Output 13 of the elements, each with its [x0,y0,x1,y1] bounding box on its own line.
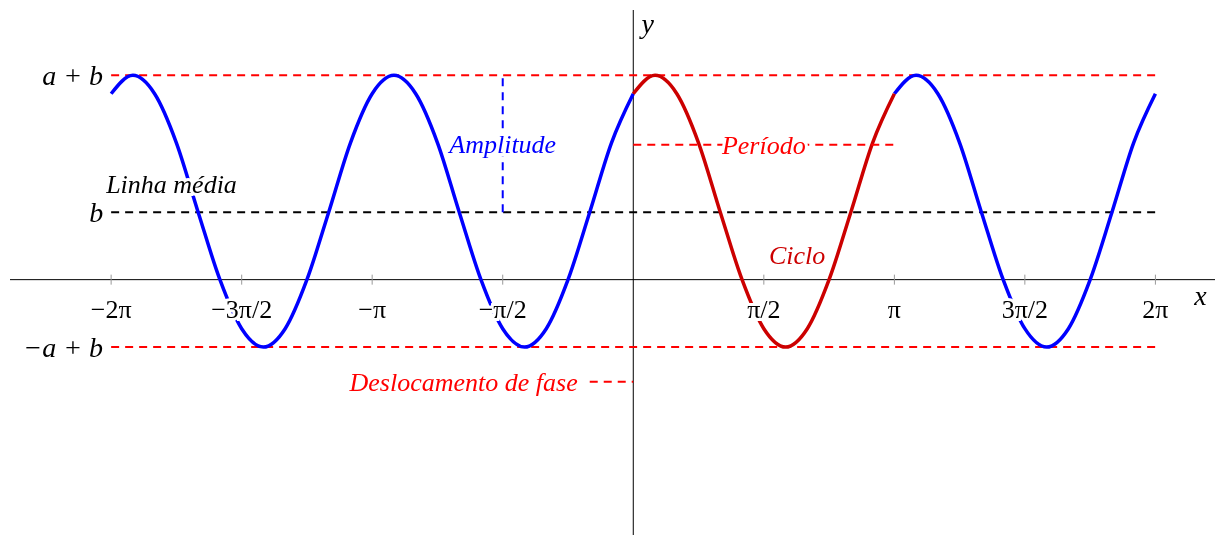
x-tick-label: −2π [90,294,132,324]
y-axis-title: y [638,8,655,40]
series-label: Deslocamento de fase [348,368,578,398]
x-tick-label: π [887,294,901,324]
ref-line-label: a + b [42,60,104,92]
x-tick-label: 2π [1142,294,1169,324]
series-label: Amplitude [447,130,557,160]
x-tick-label: −π [358,294,387,324]
ref-line-label: −a + b [23,332,104,363]
x-axis-title: x [1193,280,1208,312]
series-label: Período [720,131,806,161]
ref-line-label: b [89,197,104,229]
series-label: Ciclo [768,240,826,270]
